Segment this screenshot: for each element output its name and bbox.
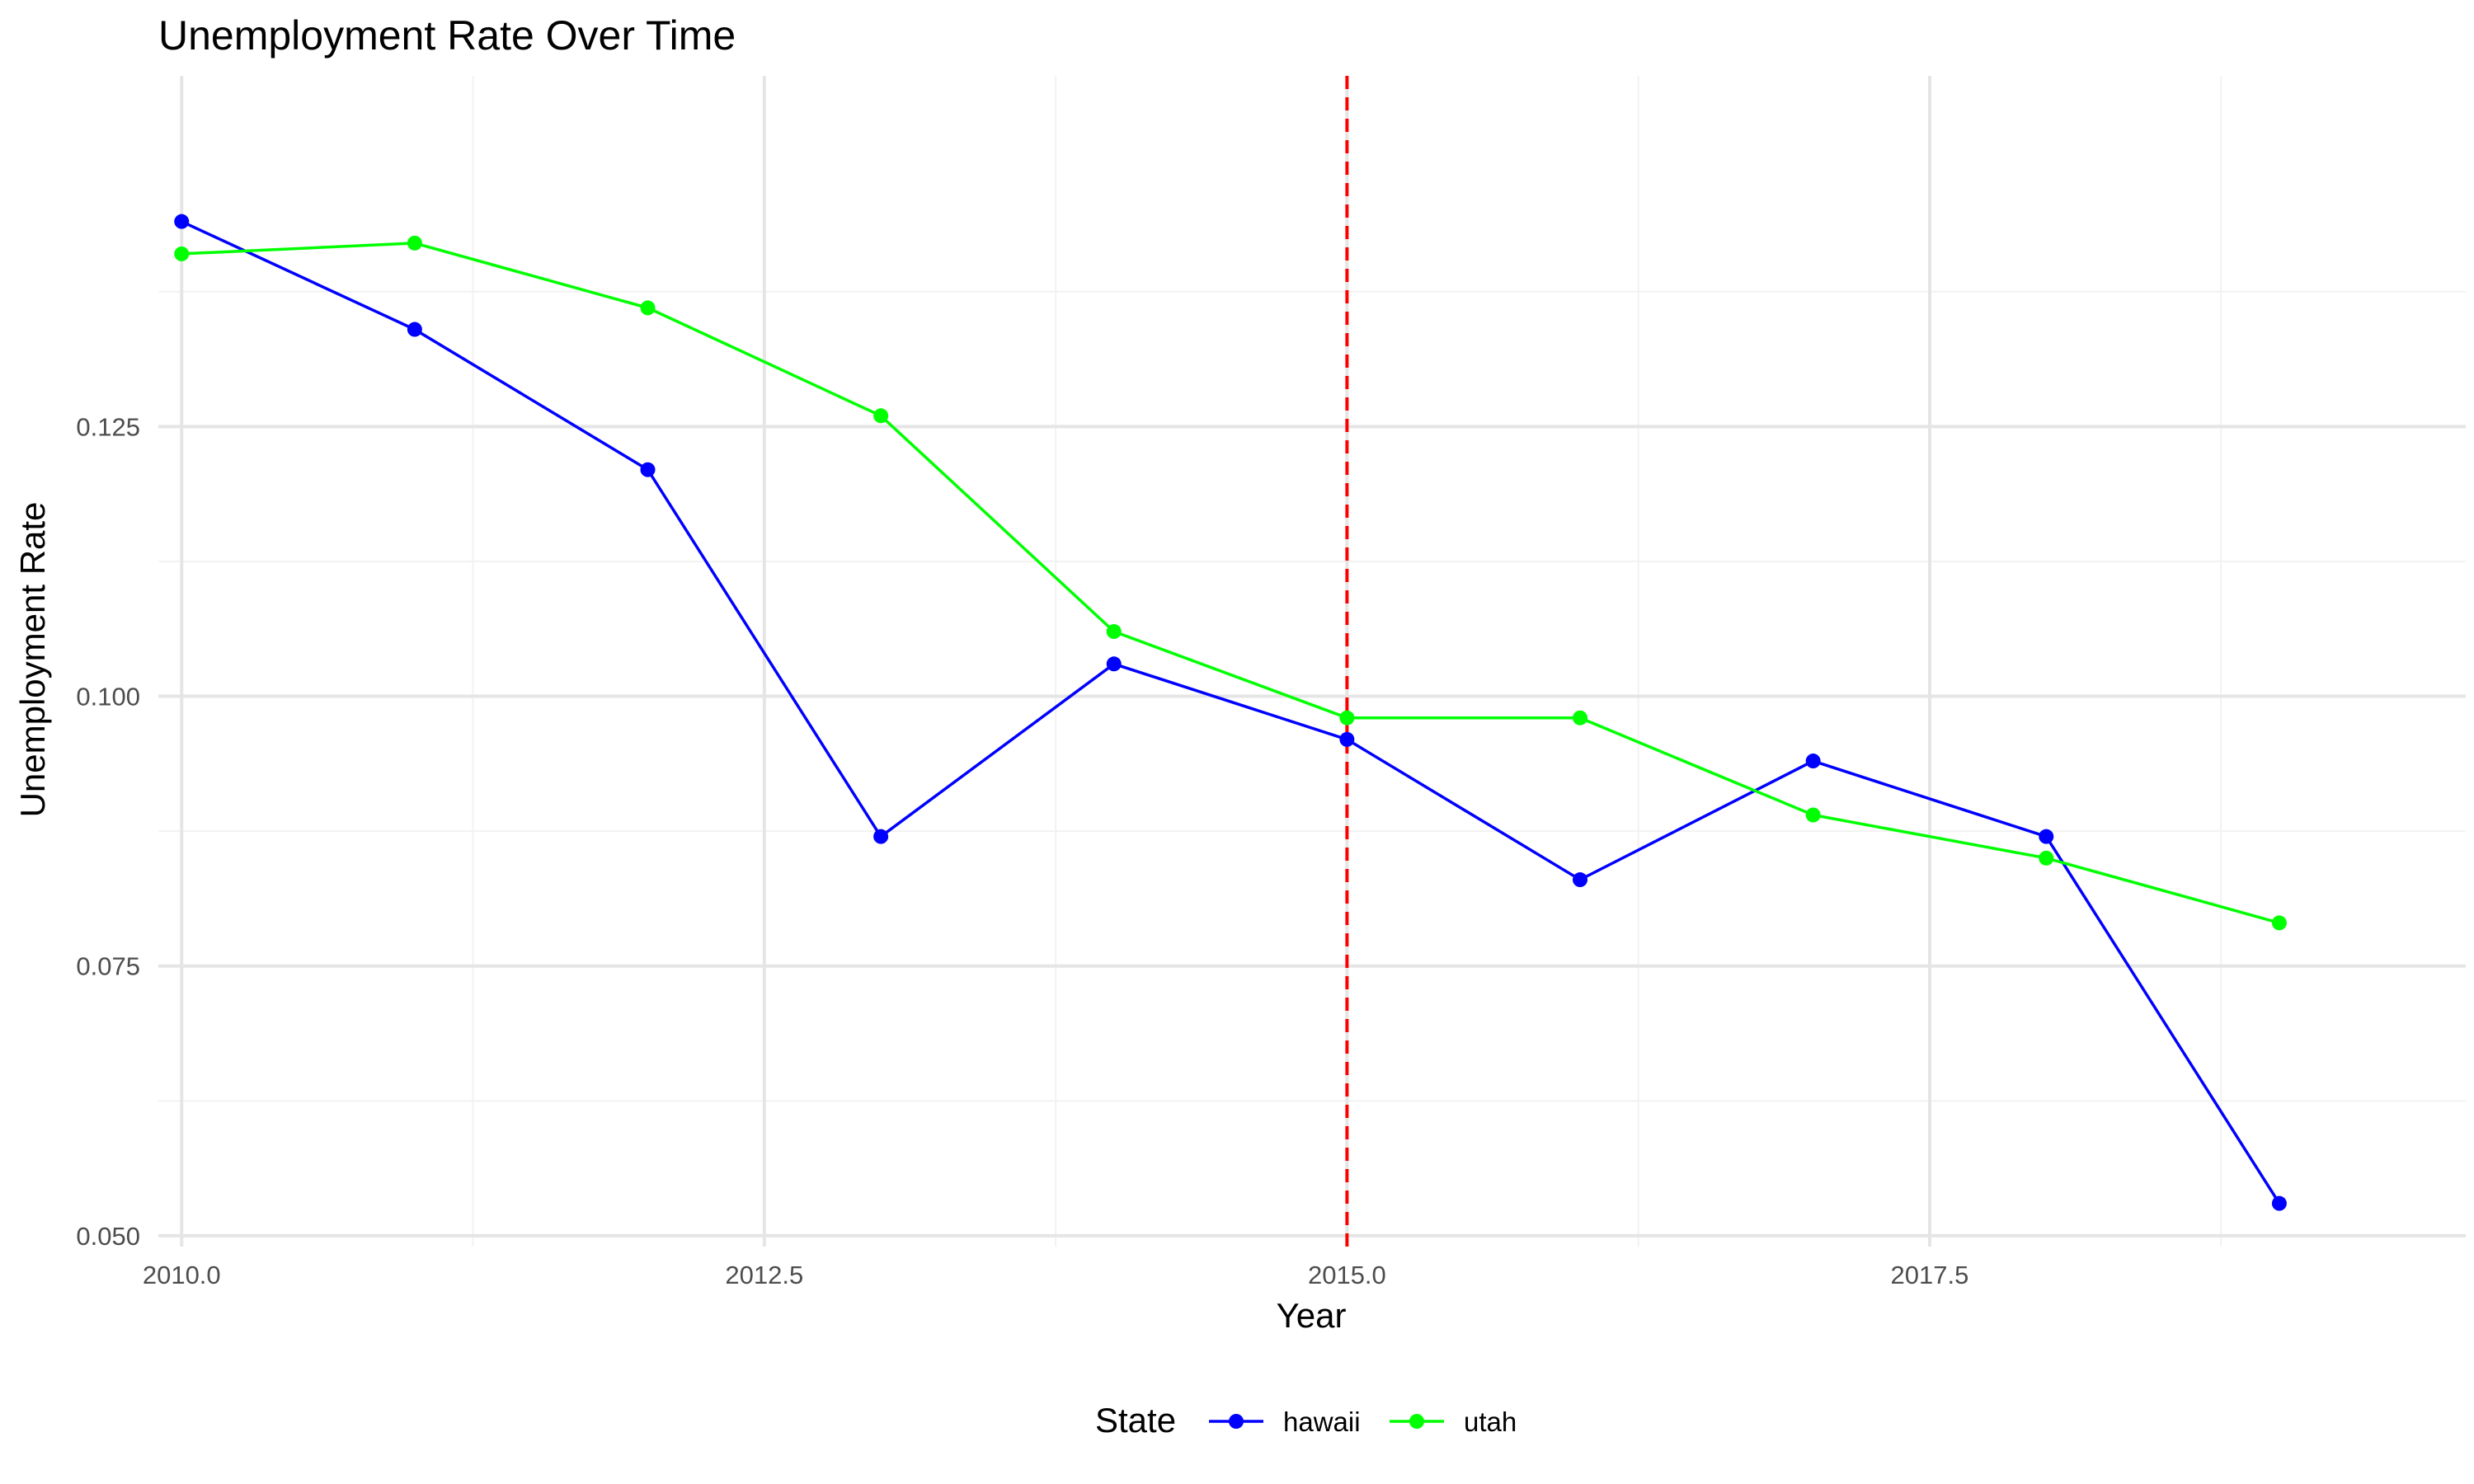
- legend-key-point-hawaii: [1229, 1414, 1244, 1429]
- legend-items: hawaii utah: [1209, 1407, 1517, 1437]
- grid-major: [158, 76, 2466, 1247]
- data-point-utah: [640, 300, 656, 316]
- data-point-utah: [1106, 624, 1122, 640]
- data-point-hawaii: [640, 462, 656, 477]
- data-point-hawaii: [1805, 754, 1821, 769]
- y-axis-title: Unemployment Rate: [13, 502, 52, 818]
- grid-minor: [158, 76, 2466, 1247]
- legend-label-utah: utah: [1464, 1407, 1517, 1437]
- y-tick-label: 0.075: [76, 952, 140, 981]
- y-tick-label: 0.050: [76, 1222, 140, 1251]
- data-point-utah: [1805, 807, 1821, 823]
- x-axis-ticks: 2010.0 2012.5 2015.0 2017.5: [143, 1261, 1969, 1289]
- x-tick-label: 2012.5: [725, 1261, 803, 1289]
- data-point-hawaii: [1339, 731, 1355, 747]
- x-tick-label: 2010.0: [143, 1261, 221, 1289]
- y-tick-label: 0.100: [76, 683, 140, 711]
- data-point-hawaii: [1106, 656, 1122, 672]
- legend-key-point-utah: [1409, 1414, 1424, 1429]
- series-line-utah: [181, 242, 2280, 925]
- data-point-utah: [174, 246, 190, 261]
- data-point-hawaii: [1573, 872, 1588, 888]
- data-point-hawaii: [873, 829, 889, 844]
- data-point-utah: [407, 235, 422, 251]
- data-point-hawaii: [2271, 1195, 2287, 1211]
- data-point-hawaii: [2039, 829, 2054, 844]
- legend: State hawaii utah: [1095, 1401, 1517, 1439]
- data-point-utah: [1339, 710, 1355, 726]
- data-point-utah: [2039, 850, 2054, 866]
- data-point-utah: [873, 408, 889, 424]
- y-tick-label: 0.125: [76, 412, 140, 441]
- legend-label-hawaii: hawaii: [1283, 1407, 1361, 1437]
- x-axis-title: Year: [1277, 1296, 1347, 1335]
- data-point-utah: [2271, 915, 2287, 931]
- data-point-utah: [1573, 710, 1588, 726]
- y-axis-ticks: 0.050 0.075 0.100 0.125: [76, 412, 140, 1251]
- x-tick-label: 2015.0: [1308, 1261, 1386, 1289]
- data-point-hawaii: [407, 322, 422, 337]
- x-tick-label: 2017.5: [1891, 1261, 1969, 1289]
- legend-title: State: [1095, 1401, 1176, 1439]
- series-layer: [174, 214, 2287, 1211]
- chart-title: Unemployment Rate Over Time: [158, 12, 736, 59]
- data-point-hawaii: [174, 214, 190, 229]
- series-line-hawaii: [181, 220, 2281, 1205]
